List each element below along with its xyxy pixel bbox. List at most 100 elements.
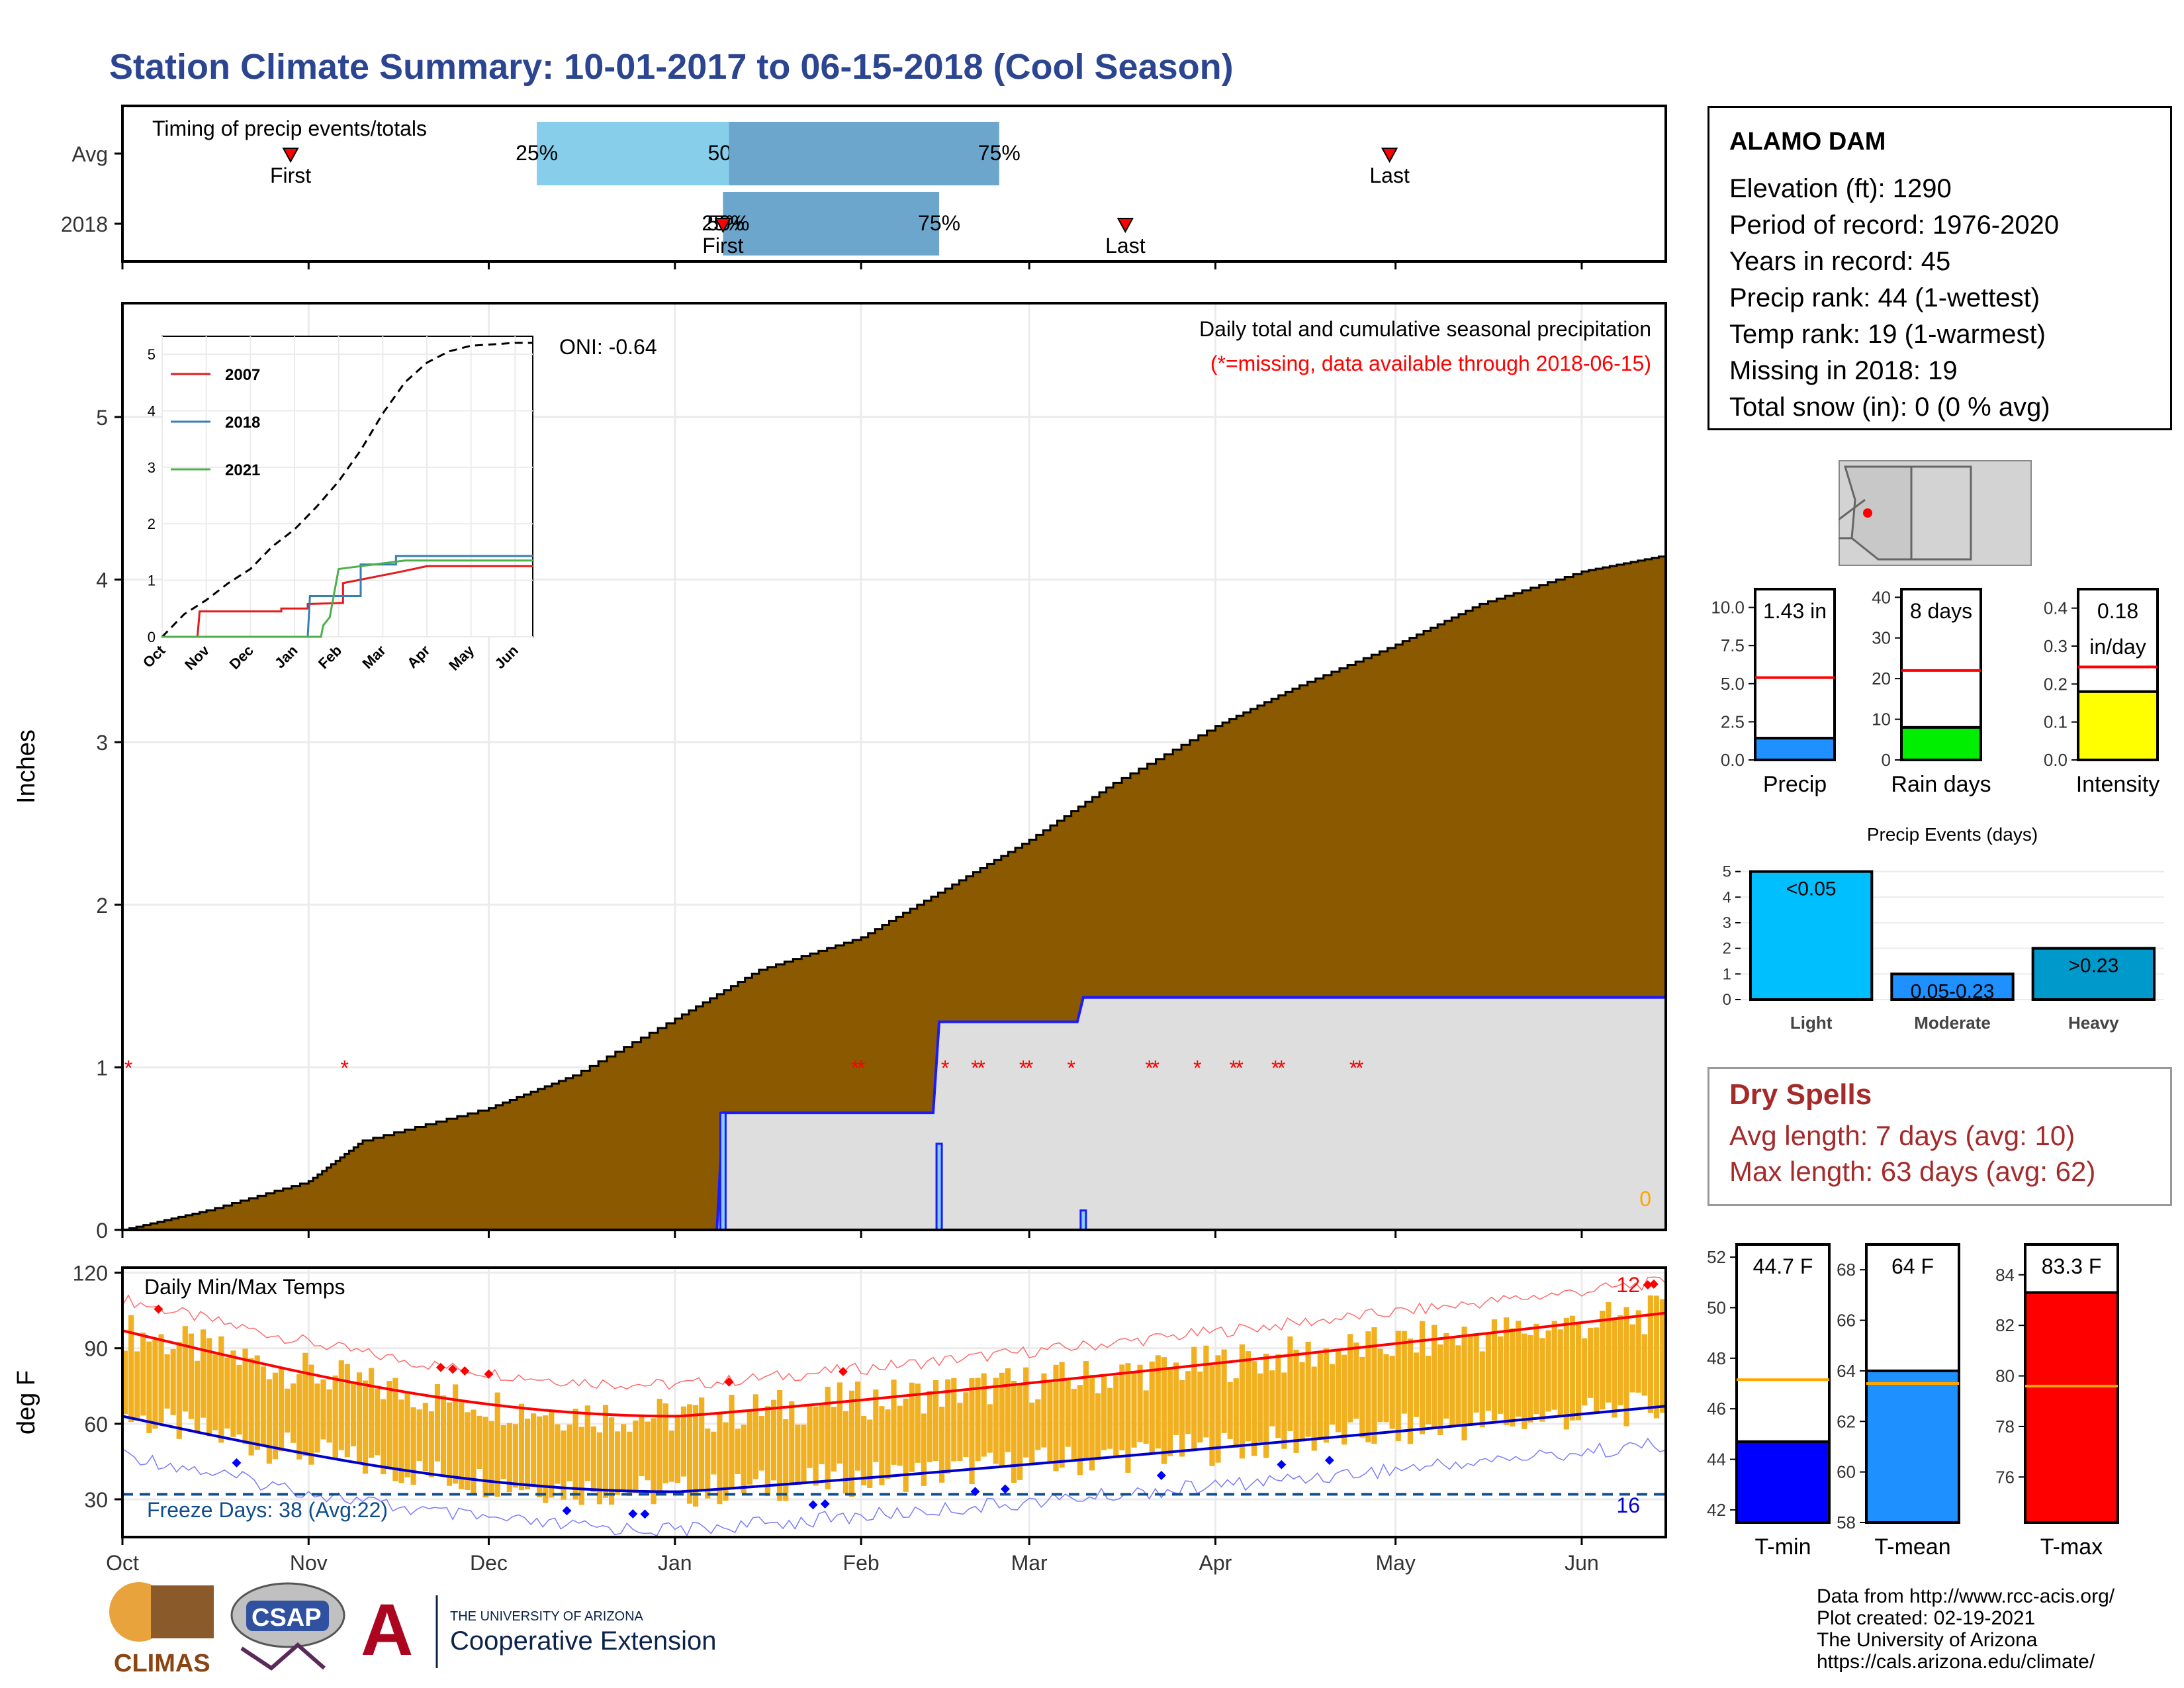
summary-value-label: 44.7 F bbox=[1753, 1254, 1813, 1278]
summary-value-label: 0.18 bbox=[2097, 599, 2138, 623]
precip-missing-marker: * bbox=[1271, 1056, 1279, 1080]
summary-y-tick-label: 48 bbox=[1707, 1348, 1726, 1368]
summary-value-label: 8 days bbox=[1910, 599, 1972, 623]
station-precip-rank: Precip rank: 44 (1-wettest) bbox=[1729, 283, 2040, 312]
timing-marker bbox=[282, 148, 299, 164]
precip-missing-marker: * bbox=[941, 1056, 949, 1080]
temp-daily-bar bbox=[1239, 1344, 1245, 1459]
temp-daily-bar bbox=[1353, 1342, 1359, 1419]
temp-daily-bar bbox=[1551, 1321, 1557, 1410]
temp-daily-bar bbox=[752, 1394, 758, 1479]
temp-daily-bar bbox=[1161, 1357, 1167, 1464]
inset-y-tick-label: 4 bbox=[148, 402, 156, 419]
credits: Data from http://www.rcc-acis.org/ Plot … bbox=[1817, 1585, 2115, 1673]
temp-daily-bar bbox=[848, 1390, 855, 1497]
temp-daily-bar bbox=[1437, 1344, 1443, 1435]
temp-daily-bar bbox=[506, 1423, 512, 1493]
temp-daily-bar bbox=[1342, 1354, 1347, 1445]
temp-daily-bar bbox=[680, 1406, 687, 1477]
temp-daily-bar bbox=[362, 1380, 369, 1474]
temp-daily-bar bbox=[1047, 1380, 1053, 1462]
temp-daily-bar bbox=[500, 1425, 506, 1479]
temp-daily-bar bbox=[512, 1424, 518, 1488]
inset-y-tick-label: 3 bbox=[148, 459, 156, 476]
precip-missing-marker: * bbox=[1349, 1056, 1357, 1080]
temp-daily-bar bbox=[1059, 1362, 1065, 1468]
precip-missing-marker: * bbox=[1019, 1056, 1027, 1080]
climas-logo: CLIMAS bbox=[109, 1582, 214, 1677]
temp-daily-bar bbox=[1647, 1295, 1653, 1413]
inset-series-line bbox=[196, 565, 533, 637]
temp-daily-bar bbox=[224, 1357, 230, 1429]
timing-marker bbox=[714, 218, 732, 234]
temp-daily-bar bbox=[1588, 1327, 1594, 1398]
temp-daily-bar bbox=[1281, 1372, 1287, 1449]
temp-daily-bar bbox=[465, 1412, 471, 1490]
temp-daily-bar bbox=[608, 1417, 615, 1505]
temp-daily-bar bbox=[1095, 1393, 1101, 1460]
precip-events-y-tick-label: 0 bbox=[1723, 991, 1731, 1009]
summary-y-tick-label: 0.2 bbox=[2044, 674, 2068, 694]
precip-missing-marker: * bbox=[1025, 1056, 1033, 1080]
station-location-marker bbox=[1863, 508, 1872, 518]
summary-value-label: in/day bbox=[2089, 635, 2146, 659]
precip-title: Daily total and cumulative seasonal prec… bbox=[1199, 317, 1651, 341]
station-elevation: Elevation (ft): 1290 bbox=[1729, 174, 1952, 203]
location-map bbox=[1839, 460, 2032, 566]
temp-daily-bar bbox=[879, 1406, 885, 1485]
precip-missing-marker: * bbox=[851, 1056, 859, 1080]
summary-y-tick-label: 68 bbox=[1837, 1260, 1856, 1280]
precip-missing-marker: * bbox=[341, 1056, 349, 1080]
precip-events-bar-label: >0.23 bbox=[2068, 955, 2118, 977]
precip-missing-marker: * bbox=[1193, 1056, 1201, 1080]
temp-daily-bar bbox=[969, 1378, 975, 1485]
precip-y-tick-label: 1 bbox=[96, 1056, 108, 1080]
temp-daily-bar bbox=[1089, 1374, 1095, 1471]
temp-daily-bar bbox=[662, 1403, 668, 1483]
precip-events-bar-label: <0.05 bbox=[1786, 878, 1837, 900]
temp-daily-bar bbox=[206, 1338, 212, 1436]
temp-daily-bar bbox=[1137, 1364, 1143, 1442]
temp-daily-bar bbox=[134, 1351, 140, 1421]
temp-daily-bar bbox=[927, 1390, 933, 1462]
main-chart-canvas: Avg 2018 Timing of precip events/totals 25%… bbox=[13, 105, 1667, 1575]
temp-x-tick-label: Jun bbox=[1565, 1551, 1599, 1575]
temp-record-high-marker bbox=[838, 1366, 848, 1376]
temp-daily-bar bbox=[1389, 1356, 1395, 1429]
temp-daily-bar bbox=[1432, 1325, 1437, 1429]
temp-daily-bar bbox=[939, 1406, 945, 1483]
precip-summary-chart: 0.0 2.5 5.0 7.5 10.0 1.43 in Precip 0 10 20 30 40 8 … bbox=[1711, 587, 2160, 797]
temp-daily-bar bbox=[1167, 1368, 1173, 1456]
temp-daily-bar bbox=[1527, 1335, 1533, 1423]
temp-daily-bar bbox=[897, 1405, 903, 1466]
temp-daily-bar bbox=[369, 1368, 375, 1458]
temp-daily-bar bbox=[621, 1424, 627, 1491]
temp-daily-bar bbox=[1395, 1331, 1401, 1442]
temp-daily-bar bbox=[1119, 1364, 1125, 1451]
temp-daily-bar bbox=[1065, 1378, 1071, 1447]
temp-x-tick-label: Oct bbox=[106, 1551, 139, 1575]
temp-daily-bar bbox=[831, 1407, 837, 1472]
temp-daily-bar bbox=[200, 1329, 206, 1418]
temp-daily-bar bbox=[236, 1364, 242, 1435]
temp-daily-bar bbox=[789, 1401, 795, 1484]
temp-daily-bar bbox=[128, 1315, 134, 1423]
temp-record-high-marker bbox=[724, 1377, 734, 1387]
temp-x-tick-label: Apr bbox=[1199, 1551, 1232, 1575]
precip-y-tick-label: 5 bbox=[96, 406, 108, 430]
temp-daily-bar bbox=[578, 1427, 584, 1505]
temp-daily-bar bbox=[1347, 1334, 1353, 1423]
temp-panel-frame bbox=[121, 1266, 1667, 1538]
summary-bar bbox=[2024, 1291, 2119, 1524]
temp-daily-bar bbox=[981, 1373, 987, 1457]
timing-marker-label: Last bbox=[1369, 164, 1410, 187]
inset-legend-label: 2007 bbox=[225, 366, 260, 384]
temp-y-axis-label: deg F bbox=[13, 1370, 40, 1434]
station-name: ALAMO DAM bbox=[1729, 128, 1886, 156]
temp-daily-bar bbox=[1077, 1385, 1083, 1476]
summary-y-tick-label: 82 bbox=[1995, 1315, 2015, 1335]
precip-daily-bar bbox=[719, 1111, 727, 1231]
summary-y-tick-label: 0.0 bbox=[1721, 750, 1745, 770]
precip-subtitle: (*=missing, data available through 2018-… bbox=[1210, 352, 1651, 375]
temp-tmin-avg-line bbox=[122, 1405, 1666, 1493]
